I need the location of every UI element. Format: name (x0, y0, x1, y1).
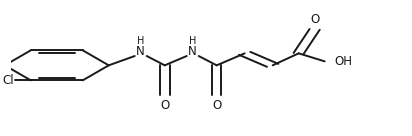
Text: O: O (310, 13, 319, 26)
Text: Cl: Cl (2, 74, 14, 87)
Text: N: N (136, 45, 145, 58)
Text: O: O (212, 99, 221, 112)
Text: N: N (188, 45, 197, 58)
Text: OH: OH (335, 55, 353, 68)
Text: O: O (160, 99, 169, 112)
Text: H: H (137, 36, 145, 46)
Text: H: H (189, 36, 197, 46)
